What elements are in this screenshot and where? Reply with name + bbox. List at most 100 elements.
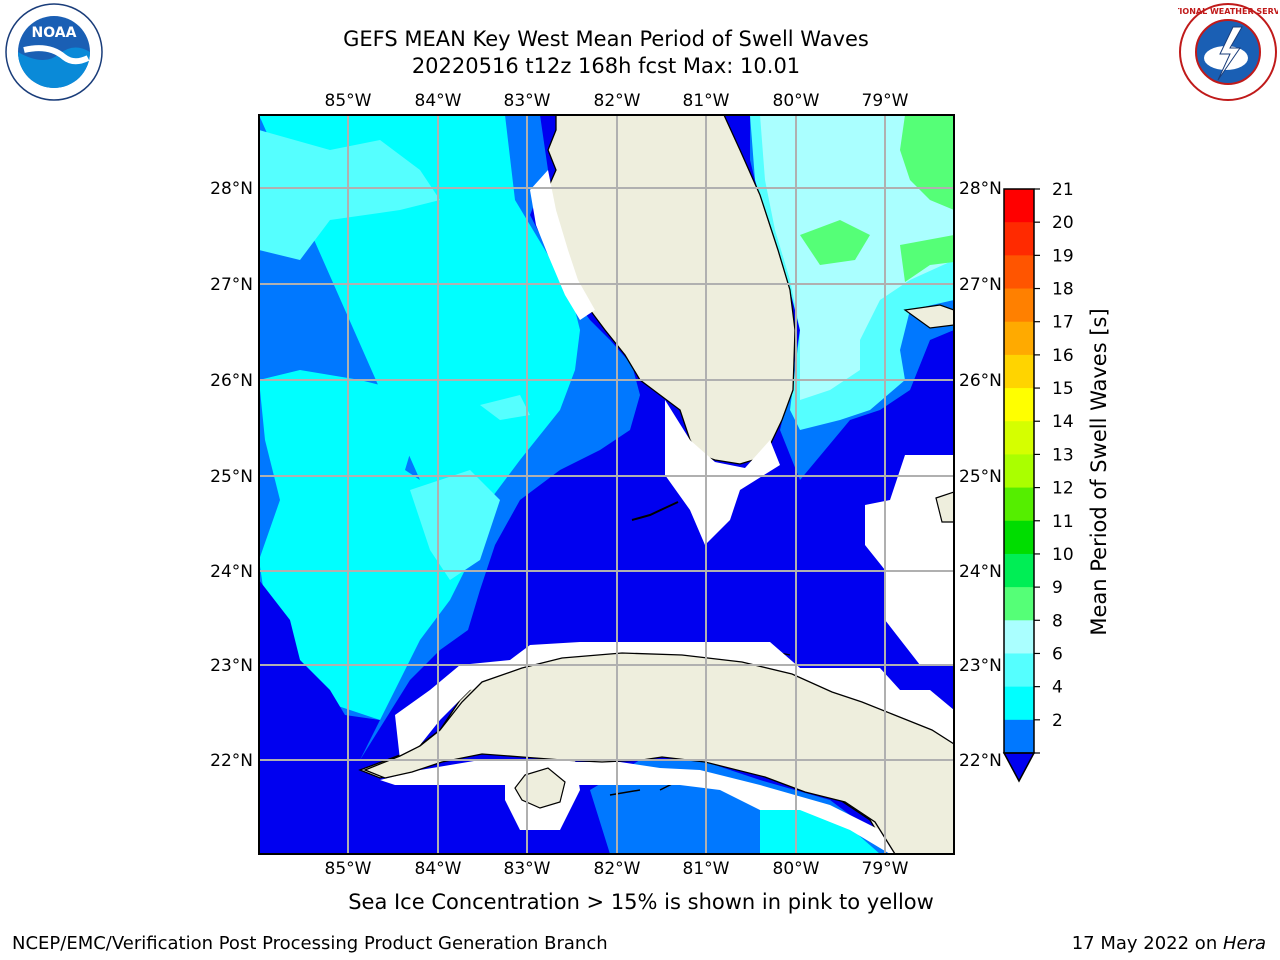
colorbar-tick-label: 14 bbox=[1052, 412, 1074, 432]
colorbar-tick-label: 2 bbox=[1052, 711, 1063, 731]
lat-label-right: 25°N bbox=[959, 467, 1002, 487]
chart-subtitle: 20220516 t12z 168h fcst Max: 10.01 bbox=[411, 54, 801, 78]
noaa-logo-text: NOAA bbox=[32, 25, 77, 41]
lat-label-left: 22°N bbox=[210, 751, 253, 771]
colorbar-swatch bbox=[1004, 288, 1034, 323]
lon-label-bottom: 79°W bbox=[862, 859, 909, 879]
colorbar-tick-label: 10 bbox=[1052, 545, 1074, 565]
gulf-band-deep bbox=[259, 580, 380, 760]
colorbar-swatch bbox=[1004, 653, 1034, 688]
lat-labels-right: 28°N 27°N 26°N 25°N 24°N 23°N 22°N bbox=[959, 179, 1002, 771]
colorbar-swatch bbox=[1004, 487, 1034, 522]
lat-label-left: 25°N bbox=[210, 467, 253, 487]
gulf-band-6-8 bbox=[410, 470, 500, 580]
colorbar-label: Mean Period of Swell Waves [s] bbox=[1087, 308, 1111, 635]
atlantic-band-9-10 bbox=[900, 115, 954, 210]
colorbar-extend-arrow bbox=[1002, 752, 1036, 783]
colorbar-swatch bbox=[1004, 388, 1034, 422]
mask-keys bbox=[665, 400, 780, 545]
lon-labels-top: 85°W 84°W 83°W 82°W 81°W 80°W 79°W bbox=[325, 91, 909, 111]
colorbar-swatch bbox=[1004, 222, 1034, 256]
colorbar-swatch bbox=[1004, 587, 1034, 621]
nws-logo-text: NATIONAL WEATHER SERVICE bbox=[1178, 7, 1278, 16]
colorbar-tick-label: 15 bbox=[1052, 379, 1074, 399]
lat-label-right: 22°N bbox=[959, 751, 1002, 771]
lon-labels-bottom: 85°W 84°W 83°W 82°W 81°W 80°W 79°W bbox=[325, 859, 909, 879]
lat-label-right: 28°N bbox=[959, 179, 1002, 199]
lat-label-left: 27°N bbox=[210, 275, 253, 295]
colorbar-swatch bbox=[1004, 719, 1034, 754]
lat-label-left: 23°N bbox=[210, 656, 253, 676]
colorbar-swatch bbox=[1004, 321, 1034, 356]
colorbar-tick-label: 13 bbox=[1052, 445, 1074, 465]
colorbar-tick-label: 6 bbox=[1052, 644, 1063, 664]
atlantic-band-8-9 bbox=[760, 115, 954, 400]
colorbar-tick-label: 20 bbox=[1052, 213, 1074, 233]
lon-label-bottom: 81°W bbox=[683, 859, 730, 879]
lon-label-top: 80°W bbox=[773, 91, 820, 111]
colorbar-frame bbox=[1003, 188, 1035, 754]
colorbar-tick-label: 21 bbox=[1052, 180, 1074, 200]
lon-label-top: 79°W bbox=[862, 91, 909, 111]
colorbar-tick-label: 9 bbox=[1052, 578, 1063, 598]
colorbar-tick-label: 18 bbox=[1052, 280, 1074, 300]
colorbar-swatch bbox=[1004, 354, 1034, 389]
colorbar-swatch bbox=[1004, 189, 1034, 223]
lat-labels-left: 28°N 27°N 26°N 25°N 24°N 23°N 22°N bbox=[210, 179, 253, 771]
lon-label-bottom: 82°W bbox=[594, 859, 641, 879]
lon-label-top: 85°W bbox=[325, 91, 372, 111]
lat-label-right: 23°N bbox=[959, 656, 1002, 676]
colorbar-tick-label: 17 bbox=[1052, 313, 1074, 333]
sea-ice-note: Sea Ice Concentration > 15% is shown in … bbox=[348, 890, 934, 914]
lat-label-left: 26°N bbox=[210, 371, 253, 391]
lat-label-right: 26°N bbox=[959, 371, 1002, 391]
atlantic-band-9-10-b bbox=[800, 220, 870, 265]
colorbar-swatch bbox=[1004, 686, 1034, 721]
footer-host: Hera bbox=[1222, 933, 1266, 954]
gulf-band-6-8-c bbox=[480, 395, 530, 420]
colorbar-swatch bbox=[1004, 553, 1034, 588]
lat-label-right: 27°N bbox=[959, 275, 1002, 295]
footer-branch: NCEP/EMC/Verification Post Processing Pr… bbox=[12, 933, 608, 954]
atlantic-band-9-10-c bbox=[900, 235, 954, 282]
colorbar-swatch bbox=[1004, 421, 1034, 455]
chart-title: GEFS MEAN Key West Mean Period of Swell … bbox=[343, 27, 869, 51]
land-bahamas-andros-top bbox=[935, 491, 954, 523]
lon-label-top: 82°W bbox=[594, 91, 641, 111]
lon-label-top: 83°W bbox=[504, 91, 551, 111]
mask-bahamas-east bbox=[865, 455, 954, 665]
lon-label-bottom: 85°W bbox=[325, 859, 372, 879]
noaa-logo: NOAA bbox=[5, 3, 103, 101]
gulf-band-6-8-b bbox=[259, 130, 440, 260]
lat-label-left: 28°N bbox=[210, 179, 253, 199]
colorbar-tick-label: 12 bbox=[1052, 479, 1074, 499]
colorbar-tick-label: 8 bbox=[1052, 611, 1063, 631]
colorbar-tick-label: 11 bbox=[1052, 512, 1074, 532]
lat-label-left: 24°N bbox=[210, 562, 253, 582]
footer-date: 17 May 2022 on Hera bbox=[1072, 933, 1266, 954]
colorbar-swatch bbox=[1004, 620, 1034, 654]
map-area bbox=[259, 115, 954, 854]
marquesas-keys bbox=[631, 501, 679, 521]
lon-label-bottom: 84°W bbox=[415, 859, 462, 879]
footer-date-text: 17 May 2022 on bbox=[1071, 933, 1223, 954]
map-frame bbox=[258, 114, 955, 855]
colorbar-tick-label: 19 bbox=[1052, 246, 1074, 266]
lon-label-top: 81°W bbox=[683, 91, 730, 111]
colorbar-tick-label: 4 bbox=[1052, 678, 1063, 698]
lon-label-bottom: 80°W bbox=[773, 859, 820, 879]
colorbar-swatch bbox=[1004, 255, 1034, 290]
gulf-band-4-6 bbox=[259, 115, 580, 720]
caribbean-band-4-6 bbox=[760, 800, 880, 854]
nws-logo: NATIONAL WEATHER SERVICE bbox=[1178, 3, 1278, 101]
map-gridlines bbox=[259, 115, 954, 854]
land-cuba-top bbox=[363, 652, 954, 854]
land-bahamas-grand bbox=[903, 304, 954, 329]
mask-florida-west bbox=[530, 170, 595, 320]
colorbar: 21 20 19 18 17 16 15 14 13 12 11 10 9 8 6 4 2 bbox=[1002, 180, 1074, 783]
lon-label-top: 84°W bbox=[415, 91, 462, 111]
lat-label-right: 24°N bbox=[959, 562, 1002, 582]
colorbar-tick-label: 16 bbox=[1052, 346, 1074, 366]
colorbar-swatch bbox=[1004, 520, 1034, 555]
